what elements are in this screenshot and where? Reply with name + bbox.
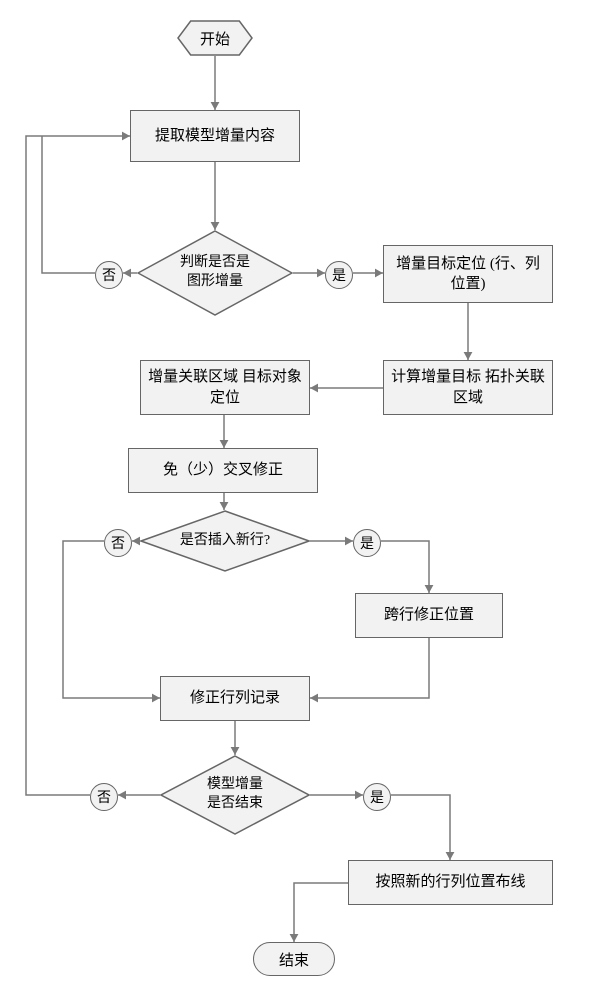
node-n7: 修正行列记录 <box>160 676 310 721</box>
node-d2: 是否插入新行? <box>140 510 310 572</box>
node-n8: 按照新的行列位置布线 <box>348 860 553 905</box>
node-d1: 判断是否是 图形增量 <box>137 230 293 316</box>
node-c_yes3: 是 <box>363 783 391 811</box>
node-end: 结束 <box>253 942 335 976</box>
node-c_yes1: 是 <box>325 261 353 289</box>
node-n1: 提取模型增量内容 <box>130 110 300 162</box>
node-n4: 增量关联区域 目标对象定位 <box>140 360 310 415</box>
node-n6: 跨行修正位置 <box>355 593 503 638</box>
node-c_no3: 否 <box>90 783 118 811</box>
node-n3: 计算增量目标 拓扑关联区域 <box>383 360 553 415</box>
node-c_no1: 否 <box>95 261 123 289</box>
node-c_no2: 否 <box>104 529 132 557</box>
node-start: 开始 <box>177 20 253 56</box>
node-c_yes2: 是 <box>353 529 381 557</box>
node-n2: 增量目标定位 (行、列位置) <box>383 245 553 303</box>
flowchart-canvas: 开始提取模型增量内容判断是否是 图形增量 增量目标定位 (行、列位置) 计算增量目标… <box>0 0 606 1000</box>
node-d3: 模型增量 是否结束 <box>160 755 310 835</box>
node-n5: 免（少）交叉修正 <box>128 448 318 493</box>
